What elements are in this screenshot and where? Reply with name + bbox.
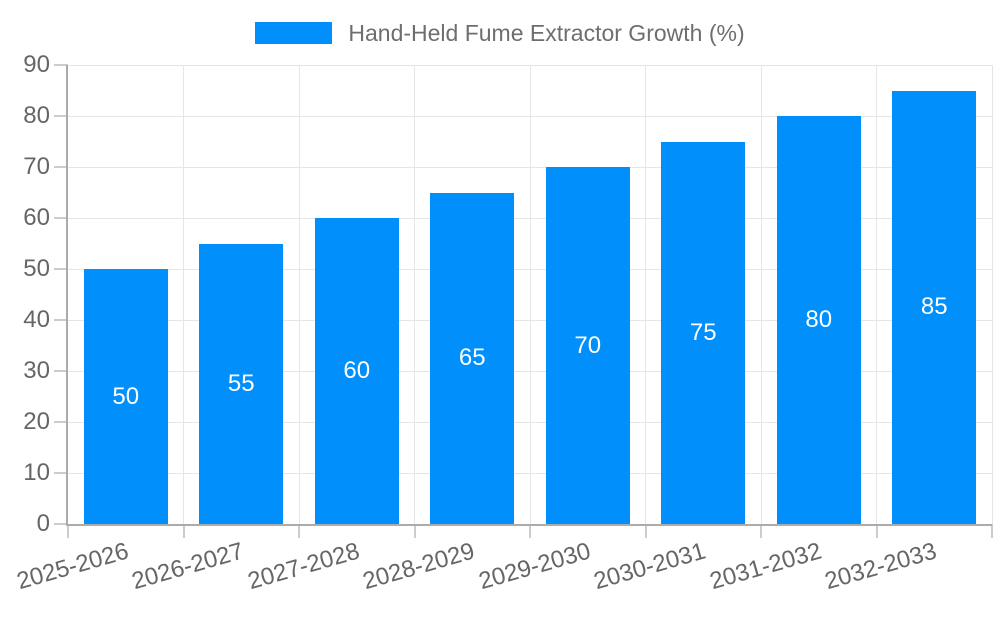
- bar-2032-2033[interactable]: [892, 90, 977, 524]
- v-gridline: [991, 65, 993, 524]
- y-axis-line: [66, 65, 68, 525]
- x-axis-tick: [182, 524, 185, 538]
- v-gridline: [876, 65, 877, 524]
- x-axis-line: [66, 524, 992, 526]
- y-axis-tick: [54, 115, 68, 117]
- legend-label: Hand-Held Fume Extractor Growth (%): [348, 19, 745, 46]
- x-axis-tick: [67, 524, 69, 538]
- y-axis-tick: [54, 421, 68, 423]
- x-axis-tick: [298, 524, 300, 538]
- y-axis-label: 40: [23, 306, 50, 333]
- v-gridline: [529, 65, 531, 524]
- v-gridline: [645, 65, 646, 524]
- y-axis-label: 60: [23, 204, 50, 231]
- y-axis-tick: [54, 370, 68, 372]
- y-axis-label: 80: [23, 102, 50, 129]
- x-axis-tick: [875, 524, 878, 538]
- legend-swatch-icon: [255, 22, 333, 44]
- y-axis-label: 10: [23, 459, 50, 486]
- y-axis-tick: [54, 472, 68, 474]
- bar-2026-2027[interactable]: [199, 243, 284, 524]
- legend[interactable]: Hand-Held Fume Extractor Growth (%): [0, 20, 1000, 46]
- y-axis-tick: [54, 217, 68, 219]
- v-gridline: [414, 65, 415, 524]
- y-axis-label: 20: [23, 408, 50, 435]
- y-axis-label: 90: [23, 51, 50, 78]
- y-axis-tick: [54, 166, 68, 168]
- v-gridline: [183, 65, 184, 524]
- v-gridline: [760, 65, 762, 524]
- y-axis-tick: [54, 319, 68, 321]
- bar-2031-2032[interactable]: [776, 116, 861, 524]
- x-axis-tick: [529, 524, 531, 538]
- bar-2027-2028[interactable]: [314, 218, 399, 524]
- bar-2030-2031[interactable]: [661, 141, 746, 524]
- x-axis-tick: [644, 524, 647, 538]
- y-axis-label: 50: [23, 255, 50, 282]
- y-axis-tick: [54, 268, 68, 270]
- bar-2029-2030[interactable]: [545, 167, 630, 524]
- bar-2028-2029[interactable]: [430, 192, 515, 524]
- x-axis-tick: [991, 524, 993, 538]
- v-gridline: [298, 65, 300, 524]
- y-axis-tick: [54, 64, 68, 66]
- bar-chart: Hand-Held Fume Extractor Growth (%) 0 10 2…: [0, 19, 1000, 596]
- bar-2025-2026[interactable]: [83, 269, 168, 524]
- y-axis-tick: [54, 523, 68, 525]
- y-axis-label: 70: [23, 153, 50, 180]
- y-axis-label: 30: [23, 357, 50, 384]
- x-axis-tick: [760, 524, 762, 538]
- x-axis-tick: [413, 524, 416, 538]
- y-axis-label: 0: [36, 510, 50, 537]
